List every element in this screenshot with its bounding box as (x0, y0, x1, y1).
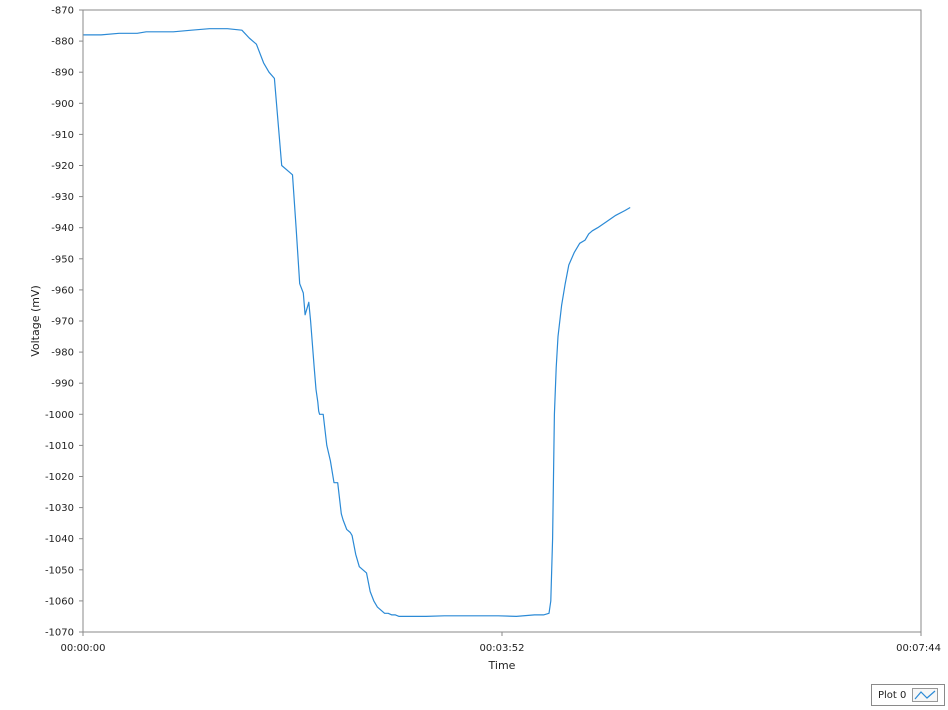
y-tick-label: -990 (51, 379, 74, 390)
plot-area-background (83, 10, 921, 632)
x-tick-label: 00:07:44 (896, 643, 941, 654)
series-line-plot-0 (83, 28, 631, 617)
y-tick-label: -1060 (45, 596, 74, 607)
x-axis: 00:00:00 00:03:52 00:07:44 (61, 632, 941, 654)
legend: Plot 0 (871, 684, 945, 706)
y-tick-label: -950 (51, 254, 74, 265)
y-tick-label: -930 (51, 192, 74, 203)
y-tick-label: -880 (51, 37, 74, 48)
y-tick-label: -1050 (45, 565, 74, 576)
legend-label-plot-0: Plot 0 (878, 689, 907, 701)
y-tick-label: -920 (51, 161, 74, 172)
y-tick-label: -970 (51, 317, 74, 328)
y-tick-label: -910 (51, 130, 74, 141)
y-tick-label: -870 (51, 6, 74, 17)
y-tick-label: -890 (51, 68, 74, 79)
x-axis-title: Time (488, 659, 516, 672)
y-axis: -870 -880 -890 -900 -910 -920 -930 -940 -950 -960… (45, 6, 83, 639)
y-tick-label: -1010 (45, 441, 74, 452)
y-tick-label: -1030 (45, 503, 74, 514)
plot-area-frame (82, 9, 922, 633)
line-plot-swatch-icon[interactable] (912, 688, 939, 702)
x-tick-label: 00:03:52 (480, 643, 525, 654)
y-tick-label: -1040 (45, 534, 74, 545)
y-tick-label: -1000 (45, 410, 74, 421)
x-tick-label: 00:00:00 (61, 643, 106, 654)
y-tick-label: -1070 (45, 628, 74, 639)
y-tick-label: -960 (51, 285, 74, 296)
y-tick-label: -900 (51, 99, 74, 110)
y-axis-title: Voltage (mV) (29, 285, 42, 357)
y-tick-label: -1020 (45, 472, 74, 483)
y-tick-label: -980 (51, 348, 74, 359)
y-tick-label: -940 (51, 223, 74, 234)
